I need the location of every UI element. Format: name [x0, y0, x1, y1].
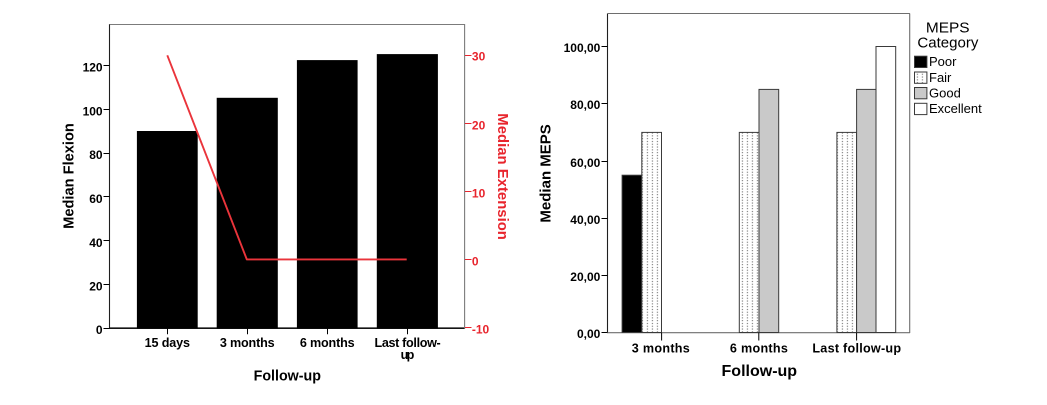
svg-text:3 months: 3 months — [632, 342, 690, 356]
svg-text:60,00: 60,00 — [570, 156, 600, 170]
svg-text:10: 10 — [472, 187, 486, 201]
svg-text:0: 0 — [472, 255, 479, 269]
svg-text:30: 30 — [472, 50, 486, 64]
svg-text:0,00: 0,00 — [577, 327, 601, 341]
svg-text:MEPS: MEPS — [926, 20, 970, 36]
svg-text:Last follow-up: Last follow-up — [812, 342, 901, 356]
svg-text:100: 100 — [83, 104, 103, 118]
svg-text:Fair: Fair — [929, 70, 952, 85]
svg-text:60: 60 — [89, 192, 103, 206]
svg-text:0: 0 — [96, 323, 103, 337]
svg-text:40,00: 40,00 — [570, 213, 600, 227]
svg-text:40: 40 — [89, 236, 103, 250]
svg-text:Last follow-: Last follow- — [374, 336, 440, 350]
svg-text:Category: Category — [917, 36, 979, 52]
svg-text:80: 80 — [89, 148, 103, 162]
svg-text:80,00: 80,00 — [570, 98, 600, 112]
svg-text:Poor: Poor — [929, 54, 957, 69]
svg-text:100,00: 100,00 — [564, 41, 601, 55]
svg-text:6 months: 6 months — [300, 336, 355, 350]
svg-text:120: 120 — [83, 61, 103, 75]
svg-text:20: 20 — [472, 118, 486, 132]
svg-text:15 days: 15 days — [145, 336, 190, 350]
svg-text:up: up — [401, 348, 415, 362]
svg-text:3 months: 3 months — [220, 336, 275, 350]
svg-text:Median Flexion: Median Flexion — [61, 123, 77, 229]
svg-text:20,00: 20,00 — [570, 270, 600, 284]
svg-text:Excellent: Excellent — [929, 101, 982, 116]
svg-text:Median MEPS: Median MEPS — [538, 124, 555, 222]
svg-text:Good: Good — [929, 86, 961, 101]
svg-text:20: 20 — [89, 280, 103, 294]
svg-text:Follow-up: Follow-up — [254, 368, 321, 385]
svg-text:Median Extension: Median Extension — [494, 113, 510, 240]
svg-text:-10: -10 — [472, 323, 490, 337]
svg-text:Follow-up: Follow-up — [722, 363, 798, 380]
svg-text:6 months: 6 months — [730, 342, 788, 356]
